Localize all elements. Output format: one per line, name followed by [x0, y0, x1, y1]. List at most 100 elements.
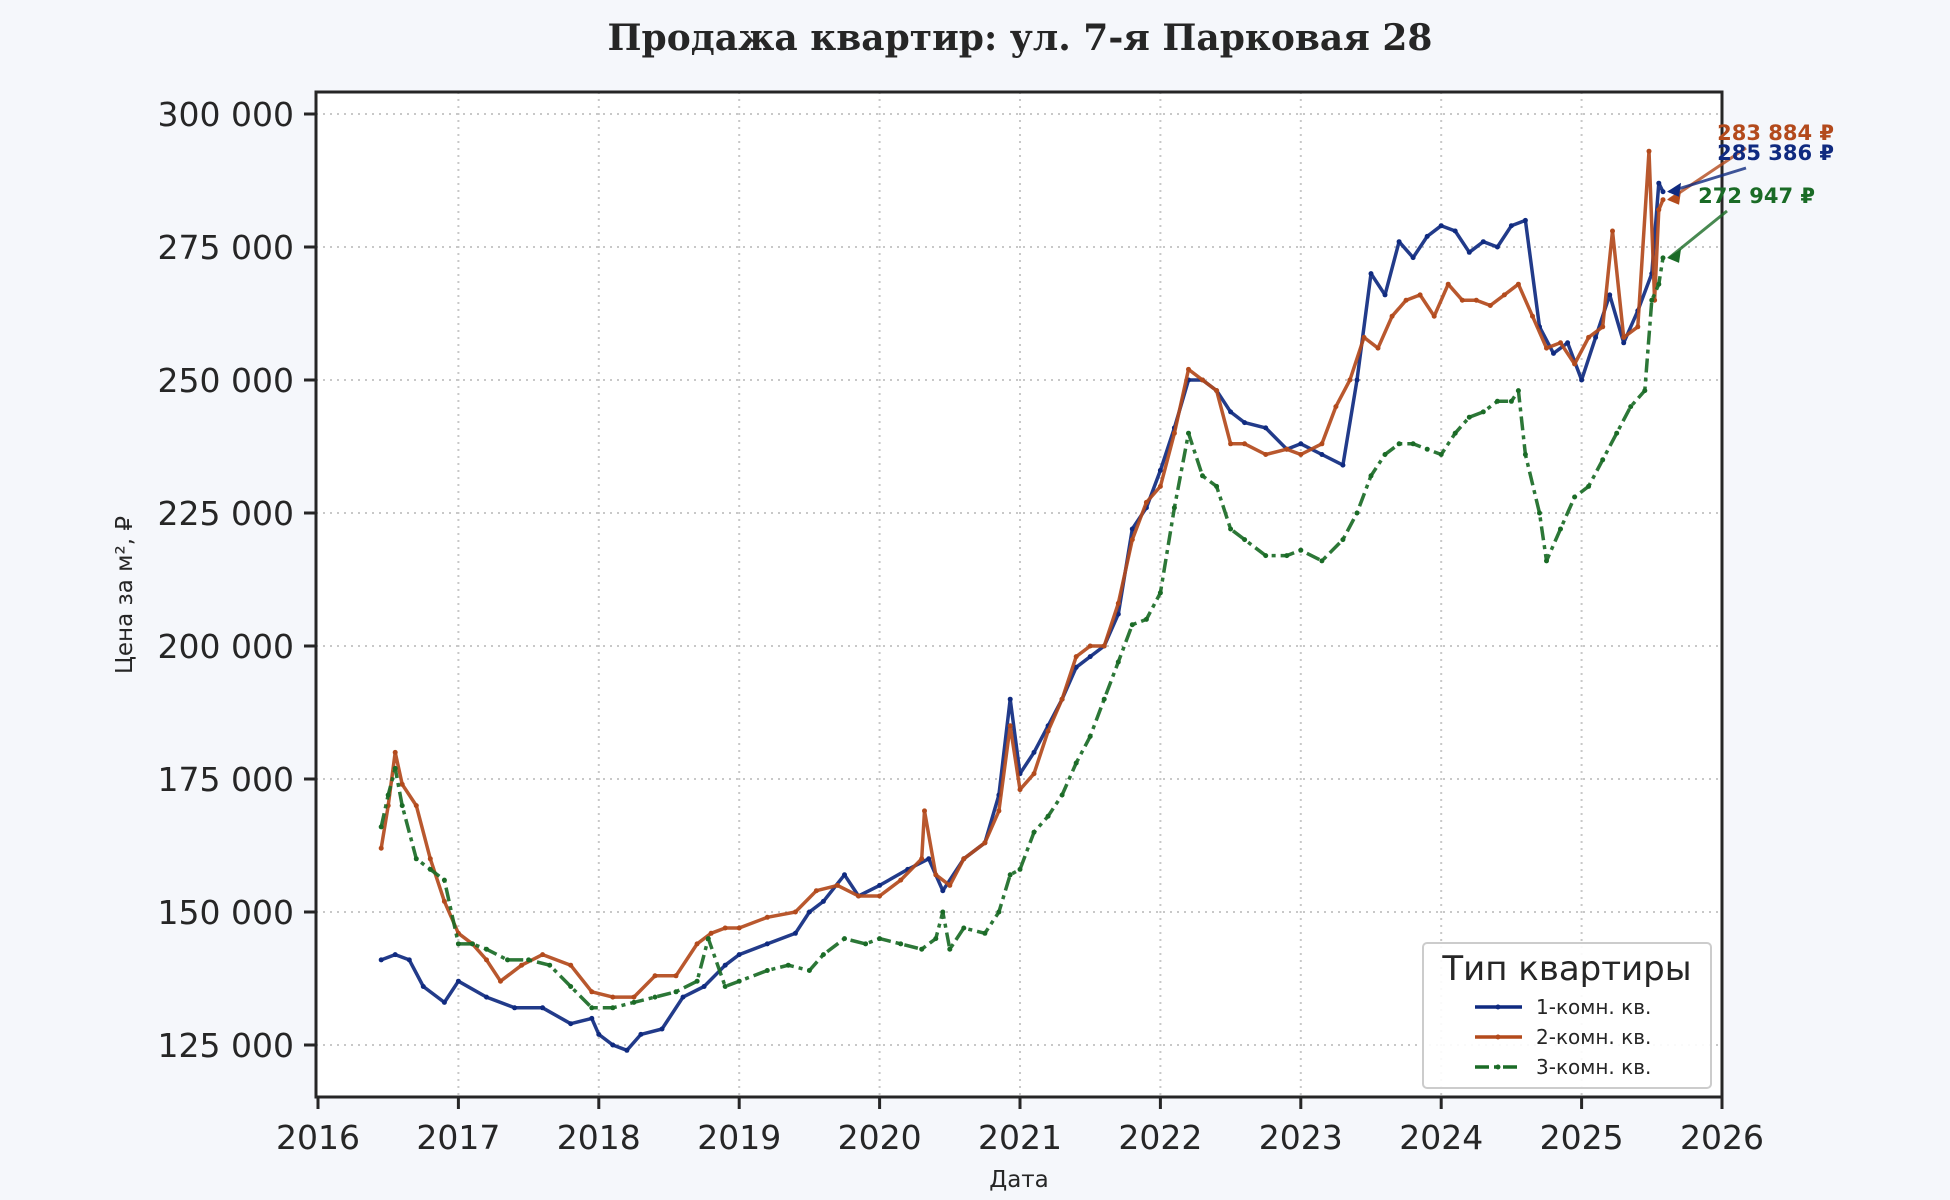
data-point [1635, 324, 1641, 330]
data-point [399, 781, 405, 787]
annotation-arrowhead [1667, 248, 1682, 263]
data-point [1600, 324, 1606, 330]
data-point [385, 792, 391, 798]
data-point [1452, 228, 1458, 234]
x-tick-label: 2016 [276, 1118, 360, 1157]
y-axis: 125 000 150 000 175 000 200 000 225 000 250 0… [158, 95, 316, 1065]
x-axis: 2016 2017 2018 2019 2020 2021 2022 2023 2024 2025… [276, 1097, 1764, 1157]
data-point [547, 962, 553, 968]
data-point [898, 941, 904, 947]
annotation-arrow [1668, 146, 1747, 201]
y-tick-label: 175 000 [158, 760, 294, 799]
data-point [856, 893, 861, 899]
data-point [505, 957, 510, 963]
data-point [708, 930, 714, 936]
data-point [933, 936, 939, 942]
data-point [1143, 499, 1149, 505]
data-point [1621, 340, 1627, 346]
data-point [764, 941, 770, 947]
data-point [877, 882, 883, 888]
data-point [1410, 255, 1416, 261]
data-point [1087, 733, 1093, 739]
data-point [1115, 600, 1121, 606]
data-point [1031, 829, 1037, 835]
data-point [1045, 813, 1051, 819]
series-line-2 [379, 149, 1665, 999]
data-point [722, 962, 728, 968]
data-point [455, 978, 461, 984]
data-point [652, 994, 658, 1000]
y-tick-label: 250 000 [158, 361, 294, 400]
data-point [1298, 547, 1304, 553]
data-point [1544, 558, 1549, 564]
data-point [1007, 872, 1013, 878]
data-point [694, 941, 700, 947]
data-point [1186, 366, 1191, 372]
data-point [1228, 441, 1234, 447]
data-point [1129, 622, 1135, 628]
annotation-label: 285 386 ₽ [1717, 141, 1834, 165]
data-point [1558, 340, 1563, 346]
data-point [996, 909, 1002, 915]
data-point [1157, 590, 1163, 596]
data-point [1228, 409, 1234, 415]
legend-title: Тип квартиры [1441, 949, 1691, 989]
data-point [1537, 510, 1542, 516]
data-point [1087, 643, 1093, 649]
data-point [961, 925, 967, 931]
data-point [1508, 398, 1514, 404]
data-point [1200, 377, 1205, 383]
y-tick-label: 275 000 [158, 228, 294, 267]
data-point [1340, 537, 1346, 543]
data-point [835, 882, 840, 888]
plot-area [316, 92, 1722, 1097]
data-point [652, 973, 658, 979]
data-point [1101, 643, 1107, 649]
data-point [659, 1026, 665, 1032]
data-point [1501, 292, 1507, 298]
data-point [701, 984, 707, 989]
data-point [540, 1005, 546, 1011]
data-point [484, 957, 489, 963]
data-point [1656, 180, 1662, 186]
x-tick-label: 2018 [557, 1118, 641, 1157]
data-point [378, 957, 384, 963]
x-tick-label: 2017 [416, 1118, 500, 1157]
data-point [589, 1015, 595, 1021]
legend-label: 3-комн. кв. [1536, 1055, 1651, 1079]
data-point [1417, 292, 1423, 298]
data-point [1214, 483, 1220, 489]
data-point [1660, 189, 1666, 195]
data-point [1017, 866, 1023, 872]
data-point [441, 898, 447, 904]
data-point [1129, 537, 1135, 543]
data-point [441, 999, 447, 1005]
data-point [1073, 664, 1079, 670]
data-point [427, 866, 433, 872]
legend-label: 1-комн. кв. [1536, 995, 1651, 1019]
data-point [982, 930, 988, 936]
annotation-arrowhead [1667, 182, 1682, 197]
x-tick-label: 2026 [1680, 1118, 1764, 1157]
data-point [982, 840, 988, 846]
data-point [1031, 749, 1037, 755]
data-point [764, 968, 770, 973]
data-point [1396, 441, 1402, 447]
series-line-1 [380, 181, 1665, 1053]
data-point [1073, 654, 1079, 660]
annotation-arrow [1668, 166, 1747, 194]
data-point [961, 856, 967, 862]
data-point [1508, 223, 1514, 229]
data-point [631, 994, 637, 1000]
data-point [1263, 553, 1269, 559]
data-point [1551, 350, 1556, 356]
data-point [1487, 303, 1493, 308]
data-point [1298, 452, 1304, 457]
data-point [1242, 420, 1248, 426]
data-point [1403, 297, 1409, 303]
data-point [1494, 244, 1500, 250]
data-point [1200, 473, 1205, 479]
data-point [1171, 505, 1177, 511]
x-tick-label: 2025 [1540, 1118, 1624, 1157]
data-point [1087, 654, 1093, 660]
